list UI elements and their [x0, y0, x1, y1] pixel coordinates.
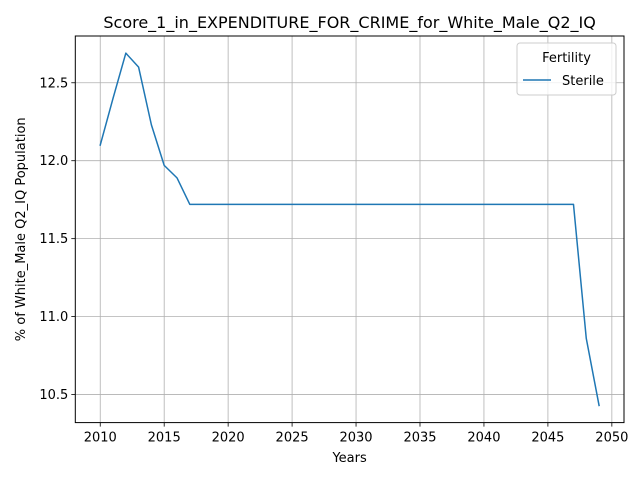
x-tick-label: 2025 [276, 431, 309, 446]
x-tick-label: 2035 [403, 431, 436, 446]
series-layer [99, 52, 600, 407]
legend-title: Fertility [542, 51, 591, 66]
legend: Fertility Sterile [516, 42, 617, 96]
x-tick-label: 2050 [595, 431, 628, 446]
x-axis: 2010 2015 2020 2025 2030 2035 2040 2045 2050 [84, 422, 628, 446]
y-tick-label: 11.0 [39, 310, 68, 325]
grid [75, 36, 624, 423]
y-tick-label: 11.5 [39, 232, 68, 247]
y-tick-label: 10.5 [39, 388, 68, 403]
legend-box [516, 42, 617, 96]
y-axis: 10.5 11.0 11.5 12.0 12.5 [39, 76, 76, 403]
x-tick-label: 2020 [212, 431, 245, 446]
series-line-sterile [99, 52, 600, 407]
x-tick-label: 2010 [84, 431, 117, 446]
y-axis-label: % of White_Male Q2_IQ Population [14, 117, 29, 341]
chart-title: Score_1_in_EXPENDITURE_FOR_CRIME_for_Whi… [103, 13, 595, 33]
x-tick-label: 2015 [148, 431, 181, 446]
y-tick-label: 12.0 [39, 154, 68, 169]
y-tick-label: 12.5 [39, 76, 68, 91]
x-tick-label: 2030 [339, 431, 372, 446]
x-tick-label: 2040 [467, 431, 500, 446]
plot-frame [74, 35, 625, 424]
x-axis-label: Years [331, 451, 367, 466]
legend-label-sterile: Sterile [562, 74, 604, 89]
x-tick-label: 2045 [531, 431, 564, 446]
